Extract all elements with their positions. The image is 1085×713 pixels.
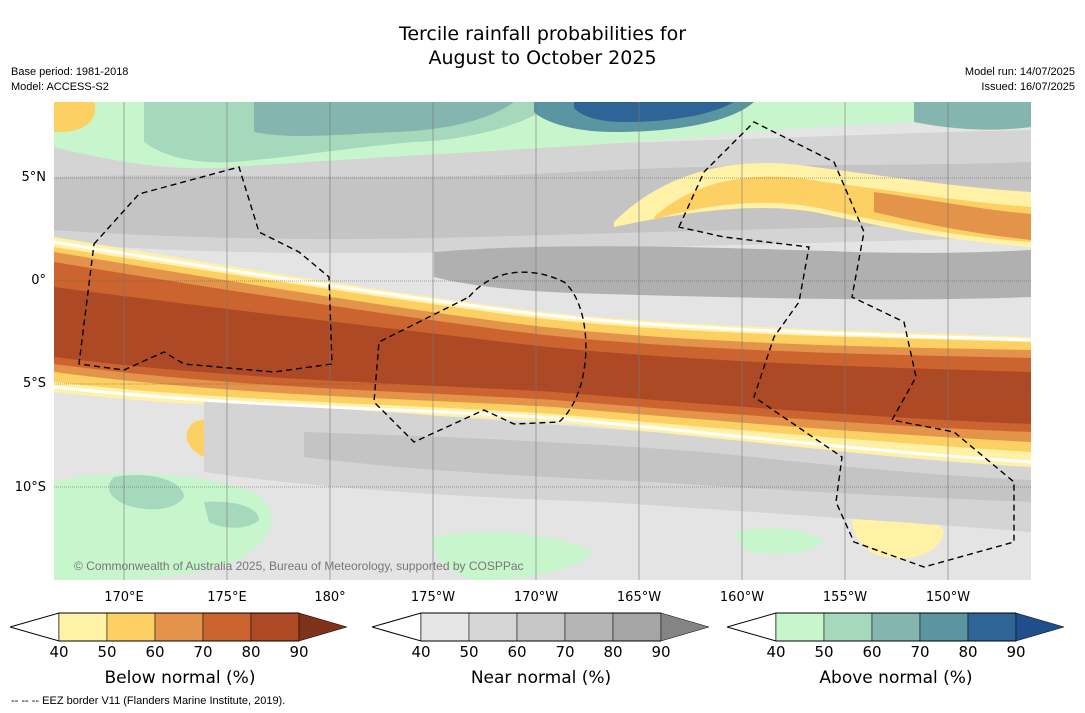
lat-label: 10°S <box>14 480 46 495</box>
lon-label: 165°W <box>616 590 662 605</box>
base-period: Base period: 1981-2018 <box>11 66 129 78</box>
below-normal-swatch <box>106 612 156 642</box>
lon-label: 150°W <box>925 590 971 605</box>
colorbar-tick: 60 <box>862 643 882 661</box>
colorbar-tick: 90 <box>651 643 671 661</box>
colorbar-tick: 80 <box>603 643 623 661</box>
map-title-line-2: August to October 2025 <box>428 47 657 69</box>
eez-border-note: -- -- -- EEZ border V11 (Flanders Marine… <box>11 695 286 707</box>
colorbar-tick: 50 <box>97 643 117 661</box>
lat-label: 5°N <box>21 170 47 185</box>
below-normal-swatch <box>154 612 204 642</box>
below-normal-colorbar <box>10 612 348 642</box>
copyright-attribution: © Commonwealth of Australia 2025, Bureau… <box>74 559 524 573</box>
colorbar-tick: 90 <box>1006 643 1026 661</box>
colorbar-tick: 60 <box>145 643 165 661</box>
issued-date: Issued: 16/07/2025 <box>981 81 1075 93</box>
above-normal-swatch <box>775 612 825 642</box>
below-normal-swatch <box>202 612 252 642</box>
colorbar-tick: 40 <box>411 643 431 661</box>
below-normal-swatch <box>58 612 108 642</box>
lon-label: 160°W <box>719 590 765 605</box>
above-normal-swatch <box>871 612 921 642</box>
above-normal-swatch <box>823 612 873 642</box>
colorbar-tick: 50 <box>814 643 834 661</box>
colorbar-tick: 60 <box>507 643 527 661</box>
colorbar-tick: 70 <box>555 643 575 661</box>
model-run-date: Model run: 14/07/2025 <box>964 66 1075 78</box>
above-normal-colorbar-title: Above normal (%) <box>819 668 973 688</box>
near-normal-swatch <box>420 612 470 642</box>
near-normal-swatch <box>660 612 710 642</box>
colorbar-tick: 70 <box>193 643 213 661</box>
above-normal-swatch <box>919 612 969 642</box>
lat-label: 5°S <box>22 376 46 391</box>
near-normal-swatch <box>468 612 518 642</box>
lon-label: 170°W <box>513 590 559 605</box>
lon-label: 180° <box>314 590 346 605</box>
colorbar-tick: 80 <box>241 643 261 661</box>
below-normal-swatch <box>298 612 348 642</box>
model-name: Model: ACCESS-S2 <box>11 81 109 93</box>
lon-label: 170°E <box>104 590 144 605</box>
colorbar-tick: 40 <box>766 643 786 661</box>
near-normal-swatch <box>564 612 614 642</box>
colorbar-tick: 80 <box>958 643 978 661</box>
colorbar-tick: 40 <box>49 643 69 661</box>
near-normal-colorbar-title: Near normal (%) <box>470 668 612 688</box>
below-normal-swatch <box>250 612 300 642</box>
near-normal-colorbar <box>372 612 710 642</box>
above-normal-swatch <box>1015 612 1065 642</box>
rainfall-probability-map: © Commonwealth of Australia 2025, Bureau… <box>54 102 1031 580</box>
above-normal-swatch <box>967 612 1017 642</box>
below-normal-colorbar-title: Below normal (%) <box>104 668 256 688</box>
colorbar-tick: 90 <box>289 643 309 661</box>
lon-label: 175°E <box>207 590 247 605</box>
colorbar-tick: 70 <box>910 643 930 661</box>
map-title-line-1: Tercile rainfall probabilities for <box>398 23 687 45</box>
lat-label: 0° <box>31 273 46 288</box>
colorbar-tick: 50 <box>459 643 479 661</box>
above-normal-colorbar <box>727 612 1065 642</box>
lon-label: 175°W <box>410 590 456 605</box>
near-normal-swatch <box>612 612 662 642</box>
near-normal-swatch <box>516 612 566 642</box>
lon-label: 155°W <box>822 590 868 605</box>
